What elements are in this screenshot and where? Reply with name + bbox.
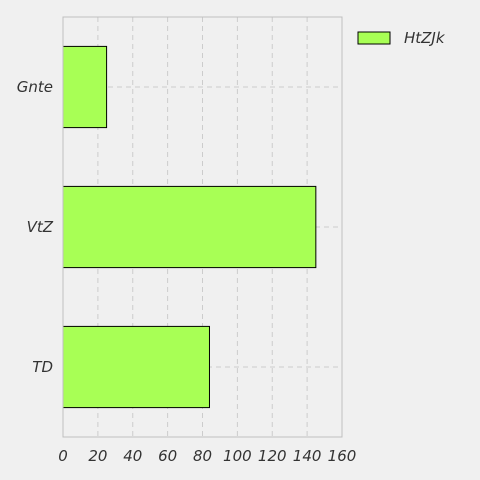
y-tick-label: Gnte [17, 78, 53, 96]
x-tick-label: 80 [193, 447, 212, 465]
bar-TD [62, 325, 210, 409]
bars [62, 45, 317, 409]
bar-Gnte [62, 45, 108, 129]
legend: HtZJk [357, 29, 446, 47]
y-tick-label: VtZ [27, 218, 54, 236]
x-tick-label: 0 [58, 447, 68, 465]
x-tick-label: 120 [258, 447, 287, 465]
legend-swatch [357, 31, 391, 45]
bar-VtZ [62, 185, 317, 269]
x-tick-label: 160 [328, 447, 357, 465]
y-tick-label: TD [32, 358, 53, 376]
plot-frame [62, 16, 343, 438]
y-axis-ticks: Gnte VtZ TD [17, 78, 54, 376]
x-axis-ticks: 0 20 40 60 80 100 120 140 160 [58, 447, 356, 465]
x-tick-label: 40 [123, 447, 142, 465]
x-tick-label: 60 [158, 447, 177, 465]
x-tick-label: 100 [223, 447, 252, 465]
x-tick-label: 140 [293, 447, 322, 465]
x-tick-label: 20 [88, 447, 107, 465]
legend-label: HtZJk [404, 29, 446, 47]
